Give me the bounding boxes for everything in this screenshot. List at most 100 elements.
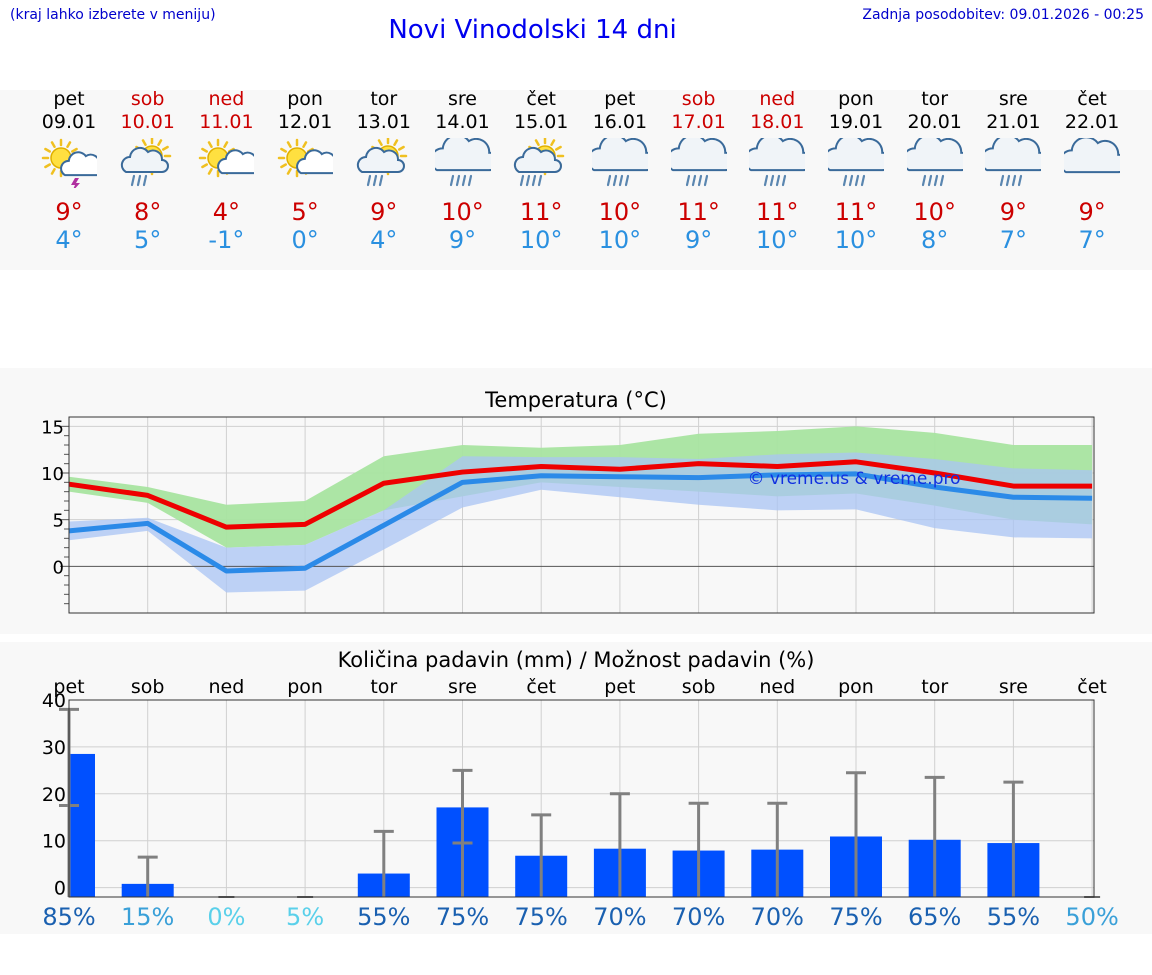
- day-date: 17.01: [671, 111, 726, 133]
- page-title: Novi Vinodolski 14 dni: [388, 15, 677, 45]
- rain-cloud-icon: [749, 138, 806, 187]
- temp-max: 11°: [677, 198, 720, 226]
- rain-cloud-icon: [985, 138, 1042, 187]
- y-tick-label: 20: [42, 784, 66, 806]
- x-tick-label: pet: [604, 676, 635, 698]
- temp-max: 11°: [756, 198, 799, 226]
- sun-cloud-rain-icon: [120, 138, 171, 187]
- y-tick-label: 0: [54, 878, 66, 900]
- day-name: pet: [604, 88, 636, 110]
- rain-cloud-icon: [434, 138, 491, 187]
- temp-max: 10°: [598, 198, 642, 226]
- temp-max: 9°: [370, 198, 398, 226]
- temp-max: 9°: [55, 198, 83, 226]
- temp-min: 8°: [921, 226, 949, 254]
- sun-cloud-heavy-rain-icon: [514, 138, 565, 187]
- day-date: 11.01: [199, 111, 254, 133]
- y-tick-label: 30: [42, 737, 66, 759]
- day-date: 10.01: [120, 111, 175, 133]
- y-tick-label: 0: [53, 557, 64, 578]
- temp-max: 9°: [999, 198, 1028, 226]
- temp-max: 8°: [134, 198, 162, 226]
- precip-probability: 75%: [514, 903, 568, 931]
- temp-min: 4°: [370, 226, 398, 254]
- x-tick-label: sob: [682, 676, 716, 698]
- x-tick-label: sre: [448, 676, 477, 698]
- temp-min: -1°: [208, 226, 245, 254]
- temp-max: 11°: [834, 198, 878, 226]
- day-name: tor: [370, 88, 398, 110]
- precip-bar: [69, 753, 95, 897]
- temp-min: 4°: [55, 226, 83, 254]
- x-tick-label: pet: [53, 676, 84, 698]
- temp-max: 11°: [519, 198, 563, 226]
- day-name: tor: [921, 88, 949, 110]
- day-name: sre: [448, 88, 477, 110]
- day-date: 14.01: [435, 111, 490, 133]
- day-name: ned: [208, 88, 245, 110]
- min-temp-line: [68, 471, 1093, 574]
- temp-min: 0°: [291, 226, 319, 254]
- day-date: 12.01: [277, 111, 333, 133]
- rain-cloud-icon: [670, 138, 727, 187]
- watermark: © vreme.us & vreme.pro: [747, 469, 960, 489]
- x-tick-label: ned: [759, 676, 795, 698]
- rain-cloud-icon: [828, 138, 884, 187]
- sun-cloud-thunder-icon: [41, 138, 97, 188]
- day-name: pon: [287, 88, 323, 110]
- precipitation-chart: pet sob ned pon tor sre čet pet sob ned pon tor sre č…: [42, 676, 1107, 900]
- x-tick-label: sob: [131, 676, 165, 698]
- temp-max: 5°: [291, 198, 319, 226]
- precip-probability: 75%: [435, 903, 490, 931]
- day-name: pet: [53, 88, 85, 110]
- temp-max: 4°: [212, 198, 241, 226]
- day-name: čet: [1077, 88, 1107, 110]
- temp-max: 10°: [441, 198, 484, 226]
- rain-cloud-icon: [906, 138, 963, 187]
- y-tick-label: 5: [53, 511, 64, 532]
- temp-max: 10°: [913, 198, 956, 226]
- precip-probability: 85%: [42, 903, 96, 931]
- y-tick-label: 10: [42, 831, 66, 853]
- rain-cloud-icon: [591, 138, 648, 187]
- day-name: sre: [998, 88, 1028, 110]
- x-tick-label: pon: [838, 676, 874, 698]
- day-date: 22.01: [1064, 111, 1120, 133]
- day-name: sob: [130, 88, 165, 110]
- x-tick-label: ned: [209, 676, 245, 698]
- day-date: 13.01: [356, 111, 411, 133]
- day-date: 19.01: [828, 111, 884, 133]
- temp-min: 10°: [519, 226, 563, 254]
- day-name: sob: [681, 88, 716, 110]
- temp-max: 9°: [1078, 198, 1106, 226]
- day-date: 16.01: [592, 111, 648, 133]
- temp-min: 5°: [134, 226, 162, 254]
- precip-probability: 55%: [986, 903, 1041, 931]
- precip-probability: 70%: [593, 903, 647, 931]
- temp-min: 9°: [448, 226, 477, 254]
- plot-frame: [68, 699, 1095, 898]
- sun-cloud-icon: [277, 138, 334, 178]
- day-date: 09.01: [41, 111, 97, 133]
- temp-min: 10°: [756, 226, 799, 254]
- x-tick-label: čet: [526, 676, 556, 698]
- precip-probability: 50%: [1065, 903, 1119, 931]
- plot-frame: [68, 416, 1095, 614]
- precip-probability: 15%: [121, 903, 175, 931]
- sun-cloud-icon: [199, 138, 255, 178]
- day-date: 21.01: [986, 111, 1041, 133]
- precip-probability: 65%: [908, 903, 962, 931]
- precip-probability: 0%: [207, 903, 246, 931]
- precip-probability: 5%: [286, 903, 325, 931]
- max-temp-line: [68, 459, 1093, 530]
- location-menu-hint[interactable]: (kraj lahko izberete v meniju): [10, 7, 216, 23]
- day-name: čet: [526, 88, 556, 110]
- day-name: ned: [759, 88, 796, 110]
- temp-min: 7°: [999, 226, 1028, 254]
- x-tick-label: tor: [370, 676, 397, 698]
- x-tick-label: tor: [921, 676, 948, 698]
- x-tick-label: pon: [287, 676, 323, 698]
- forecast-band: [0, 90, 1152, 270]
- day-name: pon: [838, 88, 874, 110]
- day-date: 20.01: [907, 111, 962, 133]
